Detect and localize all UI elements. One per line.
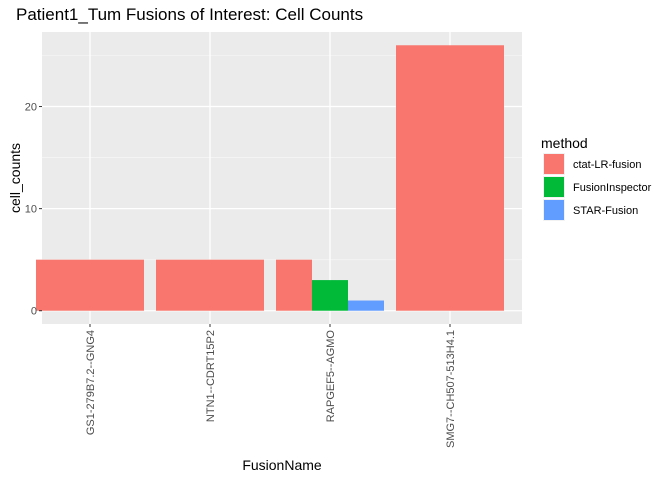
x-axis: GS1-279B7.2--GNG4 NTN1--CDRT15P2 RAPGEF5--… (85, 324, 457, 448)
legend-title: method (541, 135, 588, 151)
y-tick-label: 0 (31, 306, 37, 318)
legend-label: FusionInspector (573, 182, 652, 194)
bar-star-fusion (348, 300, 384, 311)
bar-ctat-lr-fusion (396, 45, 504, 311)
x-tick-label: RAPGEF5--AGMO (325, 330, 337, 423)
x-tick-label: SMG7--CH507-513H4.1 (445, 330, 457, 448)
legend: method ctat-LR-fusion FusionInspector STAR… (541, 135, 652, 221)
x-axis-title: FusionName (242, 457, 322, 473)
chart-title: Patient1_Tum Fusions of Interest: Cell C… (16, 5, 363, 24)
legend-swatch (544, 200, 564, 220)
x-tick-label: NTN1--CDRT15P2 (205, 330, 217, 422)
y-axis-title: cell_counts (7, 143, 23, 213)
bar-fusioninspector (312, 280, 348, 311)
y-axis: 0 10 20 (25, 102, 42, 318)
y-tick-label: 20 (25, 102, 37, 114)
legend-swatch (544, 177, 564, 197)
legend-items: ctat-LR-fusion FusionInspector STAR-Fusion (543, 153, 652, 221)
legend-swatch (544, 154, 564, 174)
bar-ctat-lr-fusion (276, 259, 312, 311)
bar-ctat-lr-fusion (156, 259, 264, 311)
x-tick-label: GS1-279B7.2--GNG4 (85, 330, 97, 435)
bars (36, 45, 504, 311)
bar-ctat-lr-fusion (36, 259, 144, 311)
legend-label: ctat-LR-fusion (573, 159, 641, 171)
y-tick-label: 10 (25, 204, 37, 216)
legend-label: STAR-Fusion (573, 205, 638, 217)
